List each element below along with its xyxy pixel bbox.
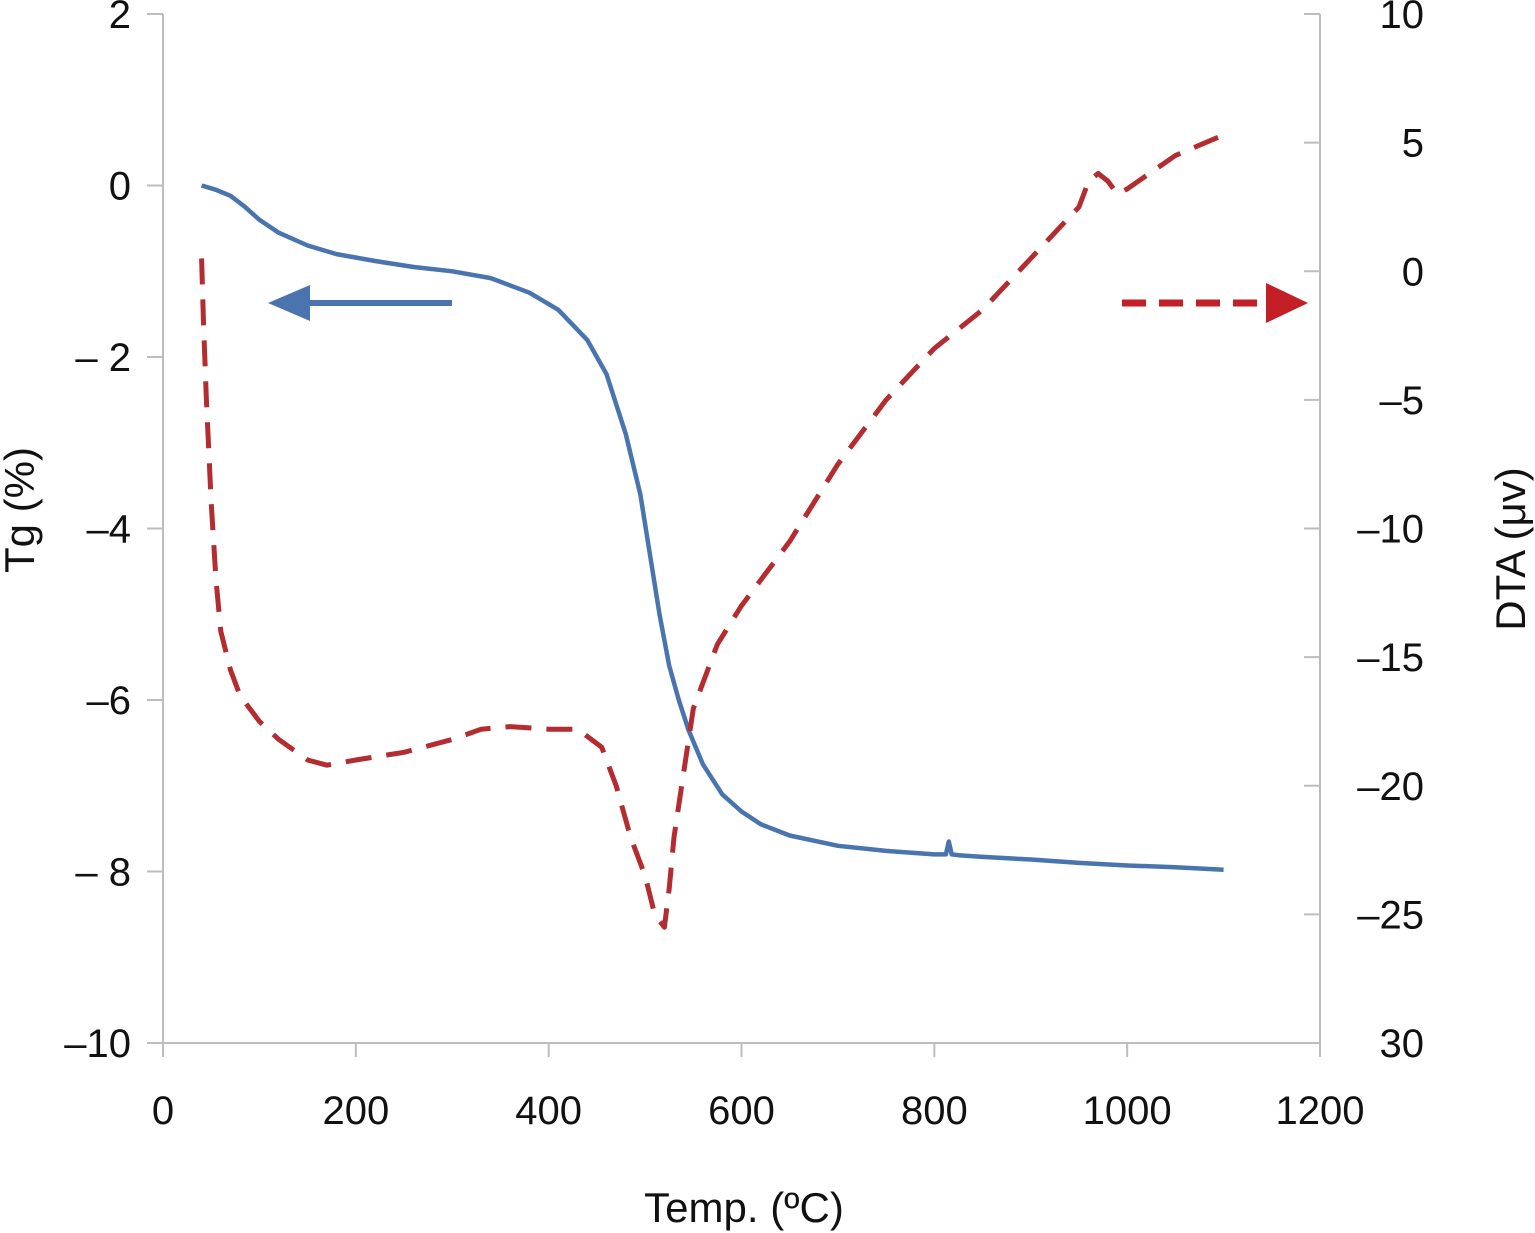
x-tick-label: 800 (901, 1089, 968, 1133)
x-tick-label: 400 (515, 1089, 582, 1133)
x-tick-label: 0 (152, 1089, 174, 1133)
right-y-tick-label: 10 (1380, 0, 1425, 37)
left-y-tick-label: 2 (109, 0, 131, 37)
series-group (202, 135, 1224, 927)
dta-series-line (202, 135, 1224, 927)
right-y-tick-label: –5 (1380, 379, 1425, 423)
left-y-axis-title: Tg (%) (0, 447, 43, 573)
right-y-tick-label: –20 (1357, 765, 1424, 809)
x-tick-label: 600 (708, 1089, 775, 1133)
axis-indicator-arrows (268, 283, 1308, 323)
left-y-tick-label: –10 (64, 1022, 131, 1066)
x-axis-title: Temp. (ºC) (644, 1184, 844, 1231)
x-tick-label: 1000 (1083, 1089, 1172, 1133)
right-y-ticks: 10 5 0 –5 –10 –15 –20 –25 30 (1304, 0, 1424, 1066)
tg-arrow-head-icon (268, 285, 310, 321)
tg-series-line (202, 186, 1224, 870)
x-tick-label: 1200 (1276, 1089, 1365, 1133)
left-y-tick-label: 0 (109, 165, 131, 209)
left-y-ticks: 2 0 – 2 –4 –6 – 8 –10 (64, 0, 163, 1066)
dta-arrow-head-icon (1266, 283, 1308, 323)
left-y-tick-label: –4 (87, 508, 132, 552)
left-y-tick-label: – 8 (75, 851, 131, 895)
x-ticks: 0 200 400 600 800 1000 1200 (152, 1043, 1365, 1133)
right-y-axis-title: DTA (μv) (1487, 467, 1534, 630)
right-y-tick-label: –15 (1357, 636, 1424, 680)
x-tick-label: 200 (322, 1089, 389, 1133)
left-y-tick-label: –6 (87, 679, 132, 723)
right-y-tick-label: 5 (1402, 122, 1424, 166)
axes-group (163, 14, 1320, 1043)
right-y-tick-label: –25 (1357, 893, 1424, 937)
right-y-tick-label: 30 (1380, 1022, 1425, 1066)
left-y-tick-label: – 2 (75, 336, 131, 380)
right-y-tick-label: –10 (1357, 508, 1424, 552)
right-y-tick-label: 0 (1402, 250, 1424, 294)
